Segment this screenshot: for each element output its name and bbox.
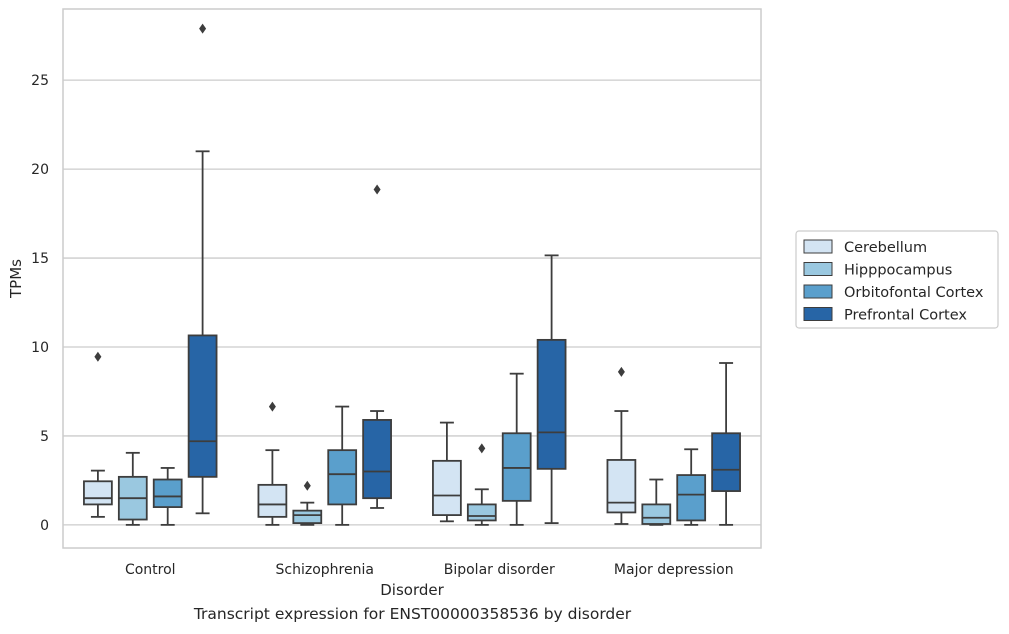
y-tick-label: 10	[31, 340, 49, 356]
x-axis-ticks: Control Schizophrenia Bipolar disorder Majo…	[125, 562, 734, 578]
outlier-point	[617, 366, 625, 377]
box-iqr	[432, 459, 462, 516]
legend-label: Hipppocampus	[844, 263, 952, 279]
x-tick-label: Schizophrenia	[276, 562, 374, 578]
box-iqr	[187, 334, 218, 478]
box-orbitofontal-cortex	[501, 372, 532, 526]
legend: Cerebellum Hipppocampus Orbitofontal Corte…	[795, 230, 999, 329]
x-tick-label: Major depression	[614, 562, 734, 578]
box-cerebellum	[606, 366, 637, 525]
box-iqr	[536, 338, 567, 470]
y-tick-label: 20	[31, 162, 49, 178]
x-axis-label: Disorder	[380, 581, 444, 599]
outlier-point	[94, 351, 102, 362]
box-iqr	[641, 503, 672, 525]
legend-label: Orbitofontal Cortex	[844, 285, 984, 301]
legend-label: Cerebellum	[844, 240, 927, 256]
box-iqr	[257, 483, 288, 518]
box-iqr	[327, 449, 358, 506]
box-prefrontal-cortex	[187, 23, 218, 515]
box-iqr	[152, 478, 183, 508]
y-tick-label: 5	[40, 429, 49, 445]
box-iqr	[292, 509, 323, 524]
legend-swatch	[803, 307, 833, 321]
box-iqr	[83, 480, 113, 506]
outlier-point	[199, 23, 207, 34]
box-hipppocampus	[641, 478, 672, 526]
boxes-layer	[83, 23, 741, 526]
x-tick-label: Bipolar disorder	[444, 562, 555, 578]
legend-swatch	[803, 262, 833, 276]
y-tick-label: 0	[40, 518, 49, 534]
legend-swatch	[803, 284, 833, 299]
box-hipppocampus	[466, 443, 497, 526]
box-cerebellum	[432, 421, 462, 523]
box-cerebellum	[257, 401, 288, 526]
box-iqr	[606, 459, 637, 514]
legend-label: Prefrontal Cortex	[844, 308, 967, 324]
y-tick-label: 25	[31, 73, 49, 89]
chart-caption: Transcript expression for ENST0000035853…	[193, 605, 632, 623]
outlier-point	[268, 401, 276, 412]
box-hipppocampus	[117, 451, 148, 526]
x-tick-label: Control	[125, 562, 176, 578]
outlier-point	[303, 480, 311, 491]
box-orbitofontal-cortex	[676, 448, 707, 526]
y-tick-label: 15	[31, 251, 49, 267]
outlier-point	[478, 443, 486, 454]
box-iqr	[362, 419, 392, 500]
box-orbitofontal-cortex	[327, 405, 358, 526]
y-axis-label: TPMs	[7, 259, 25, 299]
box-prefrontal-cortex	[536, 254, 567, 524]
legend-box	[795, 230, 999, 329]
box-iqr	[711, 432, 741, 492]
legend-swatch	[803, 239, 833, 254]
outlier-point	[373, 184, 381, 195]
box-iqr	[466, 503, 497, 522]
plot-area	[62, 8, 762, 549]
box-iqr	[676, 474, 707, 522]
box-prefrontal-cortex	[711, 362, 741, 526]
box-prefrontal-cortex	[362, 184, 392, 509]
box-orbitofontal-cortex	[152, 467, 183, 526]
box-cerebellum	[83, 351, 113, 518]
y-axis-ticks: 0 5 10 15 20 25	[31, 73, 49, 534]
box-hipppocampus	[292, 480, 323, 526]
